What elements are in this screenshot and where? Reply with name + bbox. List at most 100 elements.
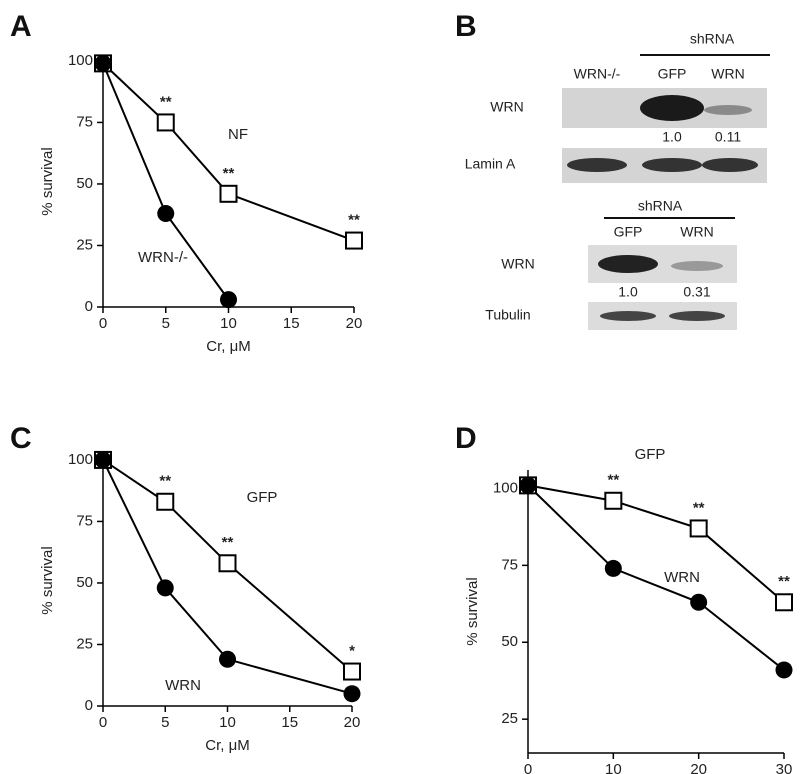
- panel-label: D: [455, 422, 477, 455]
- y-tick-label: 75: [76, 512, 93, 529]
- marker: [345, 231, 363, 250]
- quant-label: 1.0: [618, 284, 638, 300]
- marker: [775, 661, 793, 679]
- marker: [604, 491, 623, 510]
- band: [702, 158, 758, 172]
- x-tick-label: 0: [99, 315, 107, 332]
- x-tick-label: 15: [283, 315, 300, 332]
- significance-label: *: [349, 643, 355, 660]
- y-tick-label: 75: [76, 113, 93, 130]
- series-label: WRN: [165, 677, 201, 694]
- marker: [689, 519, 708, 538]
- marker: [94, 54, 112, 72]
- row-label: WRN: [490, 99, 523, 115]
- row-label: Tubulin: [485, 307, 530, 323]
- series-label: NF: [228, 126, 248, 143]
- series-line: [102, 62, 355, 242]
- y-tick-label: 25: [76, 236, 93, 253]
- quant-label: 1.0: [662, 129, 682, 145]
- significance-label: **: [607, 472, 619, 489]
- marker: [343, 685, 361, 703]
- x-tick-label: 10: [219, 714, 236, 731]
- series-line: [527, 484, 785, 671]
- blot-bottom: shRNA GFP WRN WRN 1.0 0.31 Tubulin: [485, 198, 737, 330]
- marker: [156, 492, 175, 511]
- lane-label: WRN-/-: [574, 66, 621, 82]
- band: [704, 105, 752, 115]
- significance-label: **: [223, 165, 235, 182]
- marker: [94, 451, 112, 469]
- marker: [156, 579, 174, 597]
- x-tick-label: 15: [281, 714, 298, 731]
- x-tick-label: 5: [162, 315, 170, 332]
- significance-label: **: [778, 573, 790, 590]
- y-tick-label: 75: [501, 556, 518, 573]
- blot-top: shRNA WRN-/- GFP WRN WRN 1.0 0.11 Lamin …: [465, 31, 770, 183]
- series-line: [527, 484, 785, 604]
- series-label: WRN: [664, 569, 700, 586]
- quant-label: 0.31: [683, 284, 710, 300]
- series-line: [102, 459, 353, 695]
- band: [671, 261, 723, 271]
- lane-label: GFP: [614, 224, 643, 240]
- series-label: WRN-/-: [138, 249, 188, 266]
- marker: [775, 593, 793, 612]
- y-tick-label: 0: [85, 697, 93, 714]
- series-line: [102, 459, 353, 673]
- y-tick-label: 100: [68, 451, 93, 468]
- row-label: Lamin A: [465, 156, 516, 172]
- marker: [690, 593, 708, 611]
- band: [642, 158, 702, 172]
- y-axis-label: % survival: [39, 546, 56, 614]
- significance-label: **: [348, 212, 360, 229]
- marker: [519, 476, 537, 494]
- x-tick-label: 30: [776, 761, 793, 774]
- significance-label: **: [693, 499, 705, 516]
- series-label: GFP: [635, 446, 666, 463]
- x-tick-label: 10: [220, 315, 237, 332]
- band: [640, 95, 704, 121]
- chart: 0 25 50 75 100 0 5 10 15 20 Cr, μM % survival ** ** **…: [39, 52, 363, 355]
- lane-label: GFP: [658, 66, 687, 82]
- marker: [220, 291, 237, 309]
- significance-label: **: [159, 473, 171, 490]
- quant-label: 0.11: [715, 129, 741, 145]
- y-axis-label: % survival: [39, 147, 56, 215]
- panel-label: C: [10, 422, 32, 455]
- blot-header: shRNA: [638, 198, 683, 214]
- x-tick-label: 10: [605, 761, 622, 774]
- y-tick-label: 50: [76, 175, 93, 192]
- x-tick-label: 0: [99, 714, 107, 731]
- panel-label: B: [455, 10, 477, 43]
- chart: 2550751000102030Cr, μM% survival******GF…: [464, 446, 793, 774]
- band: [669, 311, 725, 321]
- x-axis-label: Cr, μM: [205, 737, 249, 754]
- band: [598, 255, 658, 273]
- x-tick-label: 5: [161, 714, 169, 731]
- marker: [157, 204, 175, 222]
- y-tick-label: 50: [76, 574, 93, 591]
- marker: [218, 554, 237, 573]
- x-tick-label: 0: [524, 761, 532, 774]
- x-axis-label: Cr, μM: [206, 338, 250, 355]
- marker: [343, 662, 361, 681]
- x-tick-label: 20: [690, 761, 707, 774]
- marker: [604, 559, 622, 577]
- x-tick-label: 20: [346, 315, 363, 332]
- lane-label: WRN: [680, 224, 713, 240]
- y-tick-label: 25: [76, 635, 93, 652]
- lane-label: WRN: [711, 66, 744, 82]
- marker: [219, 650, 236, 668]
- y-axis-label: % survival: [464, 577, 481, 645]
- y-tick-label: 0: [85, 298, 93, 315]
- blot-header: shRNA: [690, 31, 735, 47]
- y-tick-label: 50: [501, 633, 518, 650]
- y-tick-label: 25: [501, 710, 518, 727]
- series-label: GFP: [247, 489, 278, 506]
- y-tick-label: 100: [493, 479, 518, 496]
- band: [567, 158, 627, 172]
- significance-label: **: [160, 93, 172, 110]
- panel-label: A: [10, 10, 32, 43]
